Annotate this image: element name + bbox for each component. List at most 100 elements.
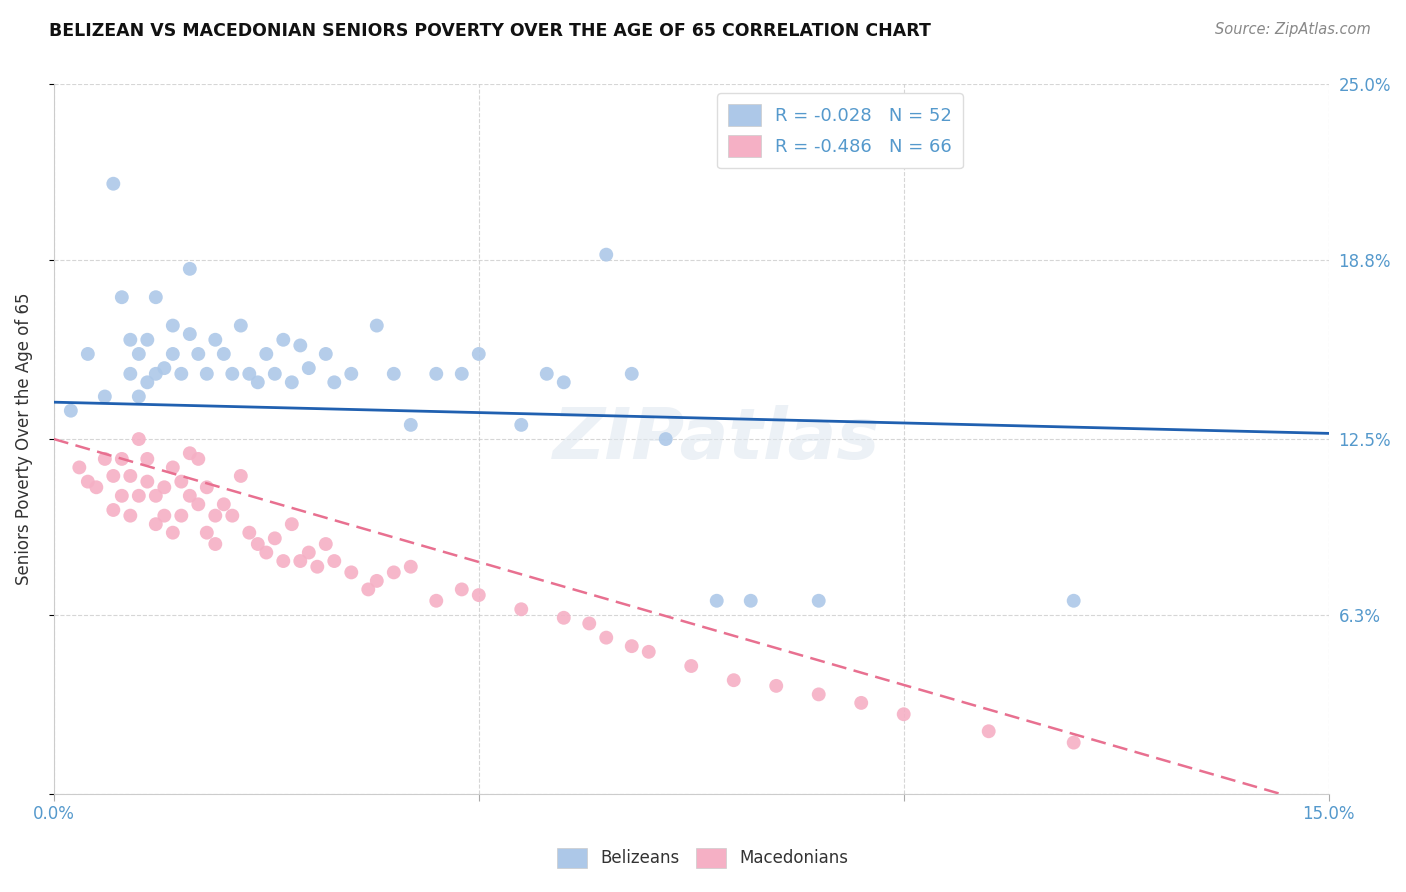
Point [578, 616, 600, 631]
Point [145, 517, 167, 532]
Point [425, 594, 447, 608]
Point [357, 582, 380, 597]
Legend: R = -0.028   N = 52, R = -0.486   N = 66: R = -0.028 N = 52, R = -0.486 N = 66 [717, 94, 963, 169]
Point [136, 475, 159, 489]
Point [204, 508, 226, 523]
Point [179, 327, 201, 342]
Point [851, 696, 873, 710]
Point [399, 417, 422, 432]
Point [67, 460, 90, 475]
Point [281, 517, 304, 532]
Point [120, 367, 142, 381]
Text: Source: ZipAtlas.com: Source: ZipAtlas.com [1215, 22, 1371, 37]
Point [145, 367, 167, 381]
Point [254, 545, 277, 559]
Point [162, 347, 184, 361]
Point [195, 480, 218, 494]
Point [263, 532, 285, 546]
Point [281, 376, 304, 390]
Point [340, 566, 363, 580]
Point [893, 707, 915, 722]
Point [553, 611, 575, 625]
Point [298, 361, 321, 376]
Point [254, 347, 277, 361]
Point [136, 376, 159, 390]
Point [382, 367, 405, 381]
Point [120, 333, 142, 347]
Point [468, 588, 491, 602]
Point [1063, 736, 1085, 750]
Point [595, 247, 617, 261]
Point [238, 367, 260, 381]
Point [128, 347, 150, 361]
Point [76, 475, 98, 489]
Point [290, 554, 312, 568]
Point [740, 594, 762, 608]
Point [229, 469, 252, 483]
Point [136, 333, 159, 347]
Point [382, 566, 405, 580]
Point [179, 261, 201, 276]
Point [807, 687, 830, 701]
Point [637, 645, 659, 659]
Point [204, 537, 226, 551]
Point [315, 347, 337, 361]
Point [1063, 594, 1085, 608]
Point [340, 367, 363, 381]
Point [323, 376, 346, 390]
Y-axis label: Seniors Poverty Over the Age of 65: Seniors Poverty Over the Age of 65 [15, 293, 32, 585]
Point [120, 469, 142, 483]
Point [94, 451, 117, 466]
Point [187, 497, 209, 511]
Point [128, 390, 150, 404]
Point [212, 497, 235, 511]
Point [145, 290, 167, 304]
Point [120, 508, 142, 523]
Text: ZIPatlas: ZIPatlas [553, 405, 880, 474]
Point [706, 594, 728, 608]
Text: BELIZEAN VS MACEDONIAN SENIORS POVERTY OVER THE AGE OF 65 CORRELATION CHART: BELIZEAN VS MACEDONIAN SENIORS POVERTY O… [49, 22, 931, 40]
Point [170, 508, 193, 523]
Point [187, 347, 209, 361]
Point [179, 489, 201, 503]
Point [170, 367, 193, 381]
Point [153, 508, 176, 523]
Point [366, 318, 388, 333]
Point [128, 432, 150, 446]
Point [246, 376, 269, 390]
Point [238, 525, 260, 540]
Point [94, 390, 117, 404]
Point [510, 602, 533, 616]
Point [187, 451, 209, 466]
Point [425, 367, 447, 381]
Point [103, 469, 125, 483]
Point [263, 367, 285, 381]
Point [510, 417, 533, 432]
Point [111, 290, 134, 304]
Point [450, 582, 472, 597]
Point [221, 508, 243, 523]
Point [195, 525, 218, 540]
Point [153, 361, 176, 376]
Point [204, 333, 226, 347]
Point [298, 545, 321, 559]
Point [765, 679, 787, 693]
Point [681, 659, 703, 673]
Point [103, 503, 125, 517]
Point [212, 347, 235, 361]
Point [723, 673, 745, 688]
Point [195, 367, 218, 381]
Point [229, 318, 252, 333]
Point [307, 559, 329, 574]
Point [76, 347, 98, 361]
Point [399, 559, 422, 574]
Point [807, 594, 830, 608]
Point [170, 475, 193, 489]
Point [366, 574, 388, 588]
Point [179, 446, 201, 460]
Point [271, 333, 294, 347]
Point [128, 489, 150, 503]
Point [145, 489, 167, 503]
Point [162, 460, 184, 475]
Point [620, 639, 643, 653]
